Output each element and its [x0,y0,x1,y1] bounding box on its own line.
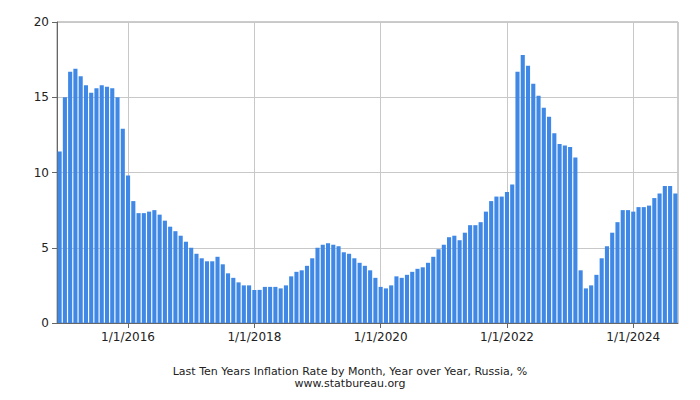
svg-text:1/1/2016: 1/1/2016 [101,330,155,344]
svg-text:20: 20 [34,15,49,29]
svg-text:www.statbureau.org: www.statbureau.org [295,377,406,390]
svg-text:10: 10 [34,166,49,180]
svg-text:5: 5 [41,241,49,255]
svg-text:1/1/2018: 1/1/2018 [227,330,281,344]
svg-text:1/1/2020: 1/1/2020 [354,330,408,344]
svg-text:1/1/2024: 1/1/2024 [606,330,660,344]
svg-text:15: 15 [34,90,49,104]
svg-text:1/1/2022: 1/1/2022 [480,330,534,344]
svg-text:0: 0 [41,316,49,330]
svg-text:Last Ten Years Inflation Rate: Last Ten Years Inflation Rate by Month, … [172,365,528,378]
